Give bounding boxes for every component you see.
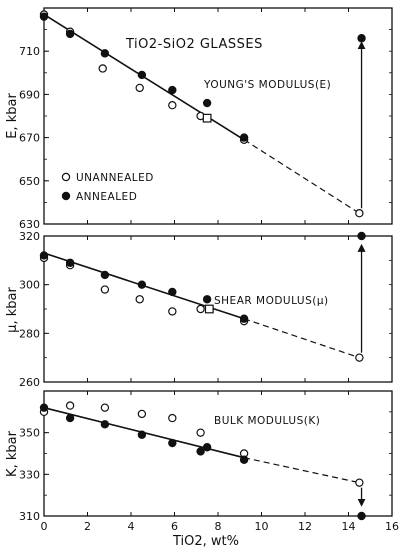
data-point-annealed xyxy=(202,98,212,108)
x-tick-label: 2 xyxy=(84,520,91,533)
data-point-unannealed xyxy=(98,64,107,73)
data-point-annealed xyxy=(39,251,49,260)
legend-marker-unannealed xyxy=(61,172,71,182)
y-ticks: 260 280 300 320 xyxy=(19,230,392,389)
y-tick-label: 260 xyxy=(19,376,40,389)
data-point-unannealed xyxy=(100,403,110,412)
x-tick-label: 16 xyxy=(385,520,399,533)
x-ticks xyxy=(43,236,393,382)
y-tick-label: 320 xyxy=(19,230,40,243)
data-point-annealed xyxy=(202,443,212,452)
data-points xyxy=(39,231,366,362)
y-tick-label: 690 xyxy=(19,88,40,101)
data-point-annealed xyxy=(100,270,110,280)
x-tick-label: 12 xyxy=(298,520,312,533)
data-point-unannealed xyxy=(355,353,364,362)
data-point-unannealed xyxy=(196,428,205,437)
y-ticks: 630 650 670 690 710 xyxy=(19,7,392,231)
x-ticks xyxy=(43,8,393,224)
legend-label-annealed: ANNEALED xyxy=(76,191,137,203)
data-point-annealed xyxy=(196,447,205,456)
data-point-annealed xyxy=(100,420,110,429)
data-point-annealed xyxy=(239,455,249,464)
y-tick-label: 280 xyxy=(19,327,40,340)
data-point-annealed xyxy=(39,12,49,21)
y-tick-label: 300 xyxy=(19,279,40,292)
fit-line-dashed xyxy=(243,457,360,484)
x-tick-label: 6 xyxy=(171,520,178,533)
fit-line-dashed xyxy=(243,318,360,359)
legend-label-unannealed: UNANNEALED xyxy=(76,172,154,184)
chart-title: TiO2-SiO2 GLASSES xyxy=(125,37,263,52)
y-tick-label: 330 xyxy=(19,468,40,481)
data-point-annealed xyxy=(137,430,147,439)
data-point-annealed xyxy=(239,133,249,142)
legend: UNANNEALED ANNEALED xyxy=(61,172,154,203)
x-tick-label: 0 xyxy=(41,520,48,533)
plot-frame xyxy=(43,390,393,517)
data-point-unannealed xyxy=(168,307,177,316)
x-tick-label: 10 xyxy=(255,520,269,533)
panel-youngs-modulus: 630 650 670 690 710 TiO2-SiO2 GLASSES YOUNG'… xyxy=(5,7,393,231)
data-point-annealed xyxy=(202,295,212,304)
panel-label-bulk: BULK MODULUS(K) xyxy=(214,415,320,427)
data-point-annealed xyxy=(168,85,177,95)
y-tick-label: 310 xyxy=(19,510,40,523)
data-point-annealed xyxy=(168,438,177,448)
data-point-unannealed xyxy=(65,401,75,410)
data-point-unannealed xyxy=(137,409,147,419)
data-point-unannealed xyxy=(168,100,177,110)
y-ticks: 310 330 350 xyxy=(19,390,392,523)
y-axis-label-E: E, kbar xyxy=(5,93,20,139)
panel-label-youngs: YOUNG'S MODULUS(E) xyxy=(203,79,331,91)
data-point-annealed xyxy=(65,29,75,39)
data-point-unannealed xyxy=(355,478,364,487)
panel-label-shear: SHEAR MODULUS(μ) xyxy=(214,295,329,307)
data-point-unannealed xyxy=(196,304,205,314)
data-point-annealed xyxy=(100,49,110,58)
x-tick-label: 14 xyxy=(342,520,356,533)
y-tick-label: 650 xyxy=(19,175,40,188)
data-point-unannealed xyxy=(135,295,144,304)
data-point-square xyxy=(204,304,214,314)
x-axis-label: TiO2, wt% xyxy=(172,534,239,549)
x-ticks: 0 2 4 6 8 10 12 14 16 xyxy=(41,391,399,533)
data-point-annealed xyxy=(357,231,366,241)
data-point-unannealed xyxy=(135,83,144,93)
plot-frame xyxy=(43,235,393,383)
y-tick-label: 350 xyxy=(19,427,40,440)
y-axis-label-K: K, kbar xyxy=(5,430,20,477)
data-point-annealed xyxy=(168,287,177,297)
data-point-annealed xyxy=(357,34,366,43)
data-point-annealed xyxy=(239,314,249,323)
data-point-annealed xyxy=(39,403,49,412)
data-point-annealed xyxy=(357,511,366,521)
data-point-annealed xyxy=(65,413,75,423)
y-tick-label: 630 xyxy=(19,218,40,231)
y-tick-label: 710 xyxy=(19,45,40,58)
data-point-annealed xyxy=(137,70,147,80)
data-points xyxy=(39,10,366,218)
legend-marker-annealed xyxy=(61,191,71,201)
data-point-unannealed xyxy=(100,285,110,294)
fit-line-dashed xyxy=(243,139,360,214)
data-point-annealed xyxy=(137,280,147,289)
data-points xyxy=(39,401,366,521)
x-tick-label: 8 xyxy=(215,520,222,533)
y-axis-label-mu: μ, kbar xyxy=(5,287,20,333)
data-point-unannealed xyxy=(168,413,177,423)
y-tick-label: 670 xyxy=(19,132,40,145)
data-point-square xyxy=(202,113,212,123)
data-point-unannealed xyxy=(355,208,364,218)
panel-shear-modulus: 260 280 300 320 SHEAR MODULUS(μ) μ, kbar xyxy=(5,230,393,389)
data-point-annealed xyxy=(65,258,75,267)
x-tick-label: 4 xyxy=(128,520,135,533)
